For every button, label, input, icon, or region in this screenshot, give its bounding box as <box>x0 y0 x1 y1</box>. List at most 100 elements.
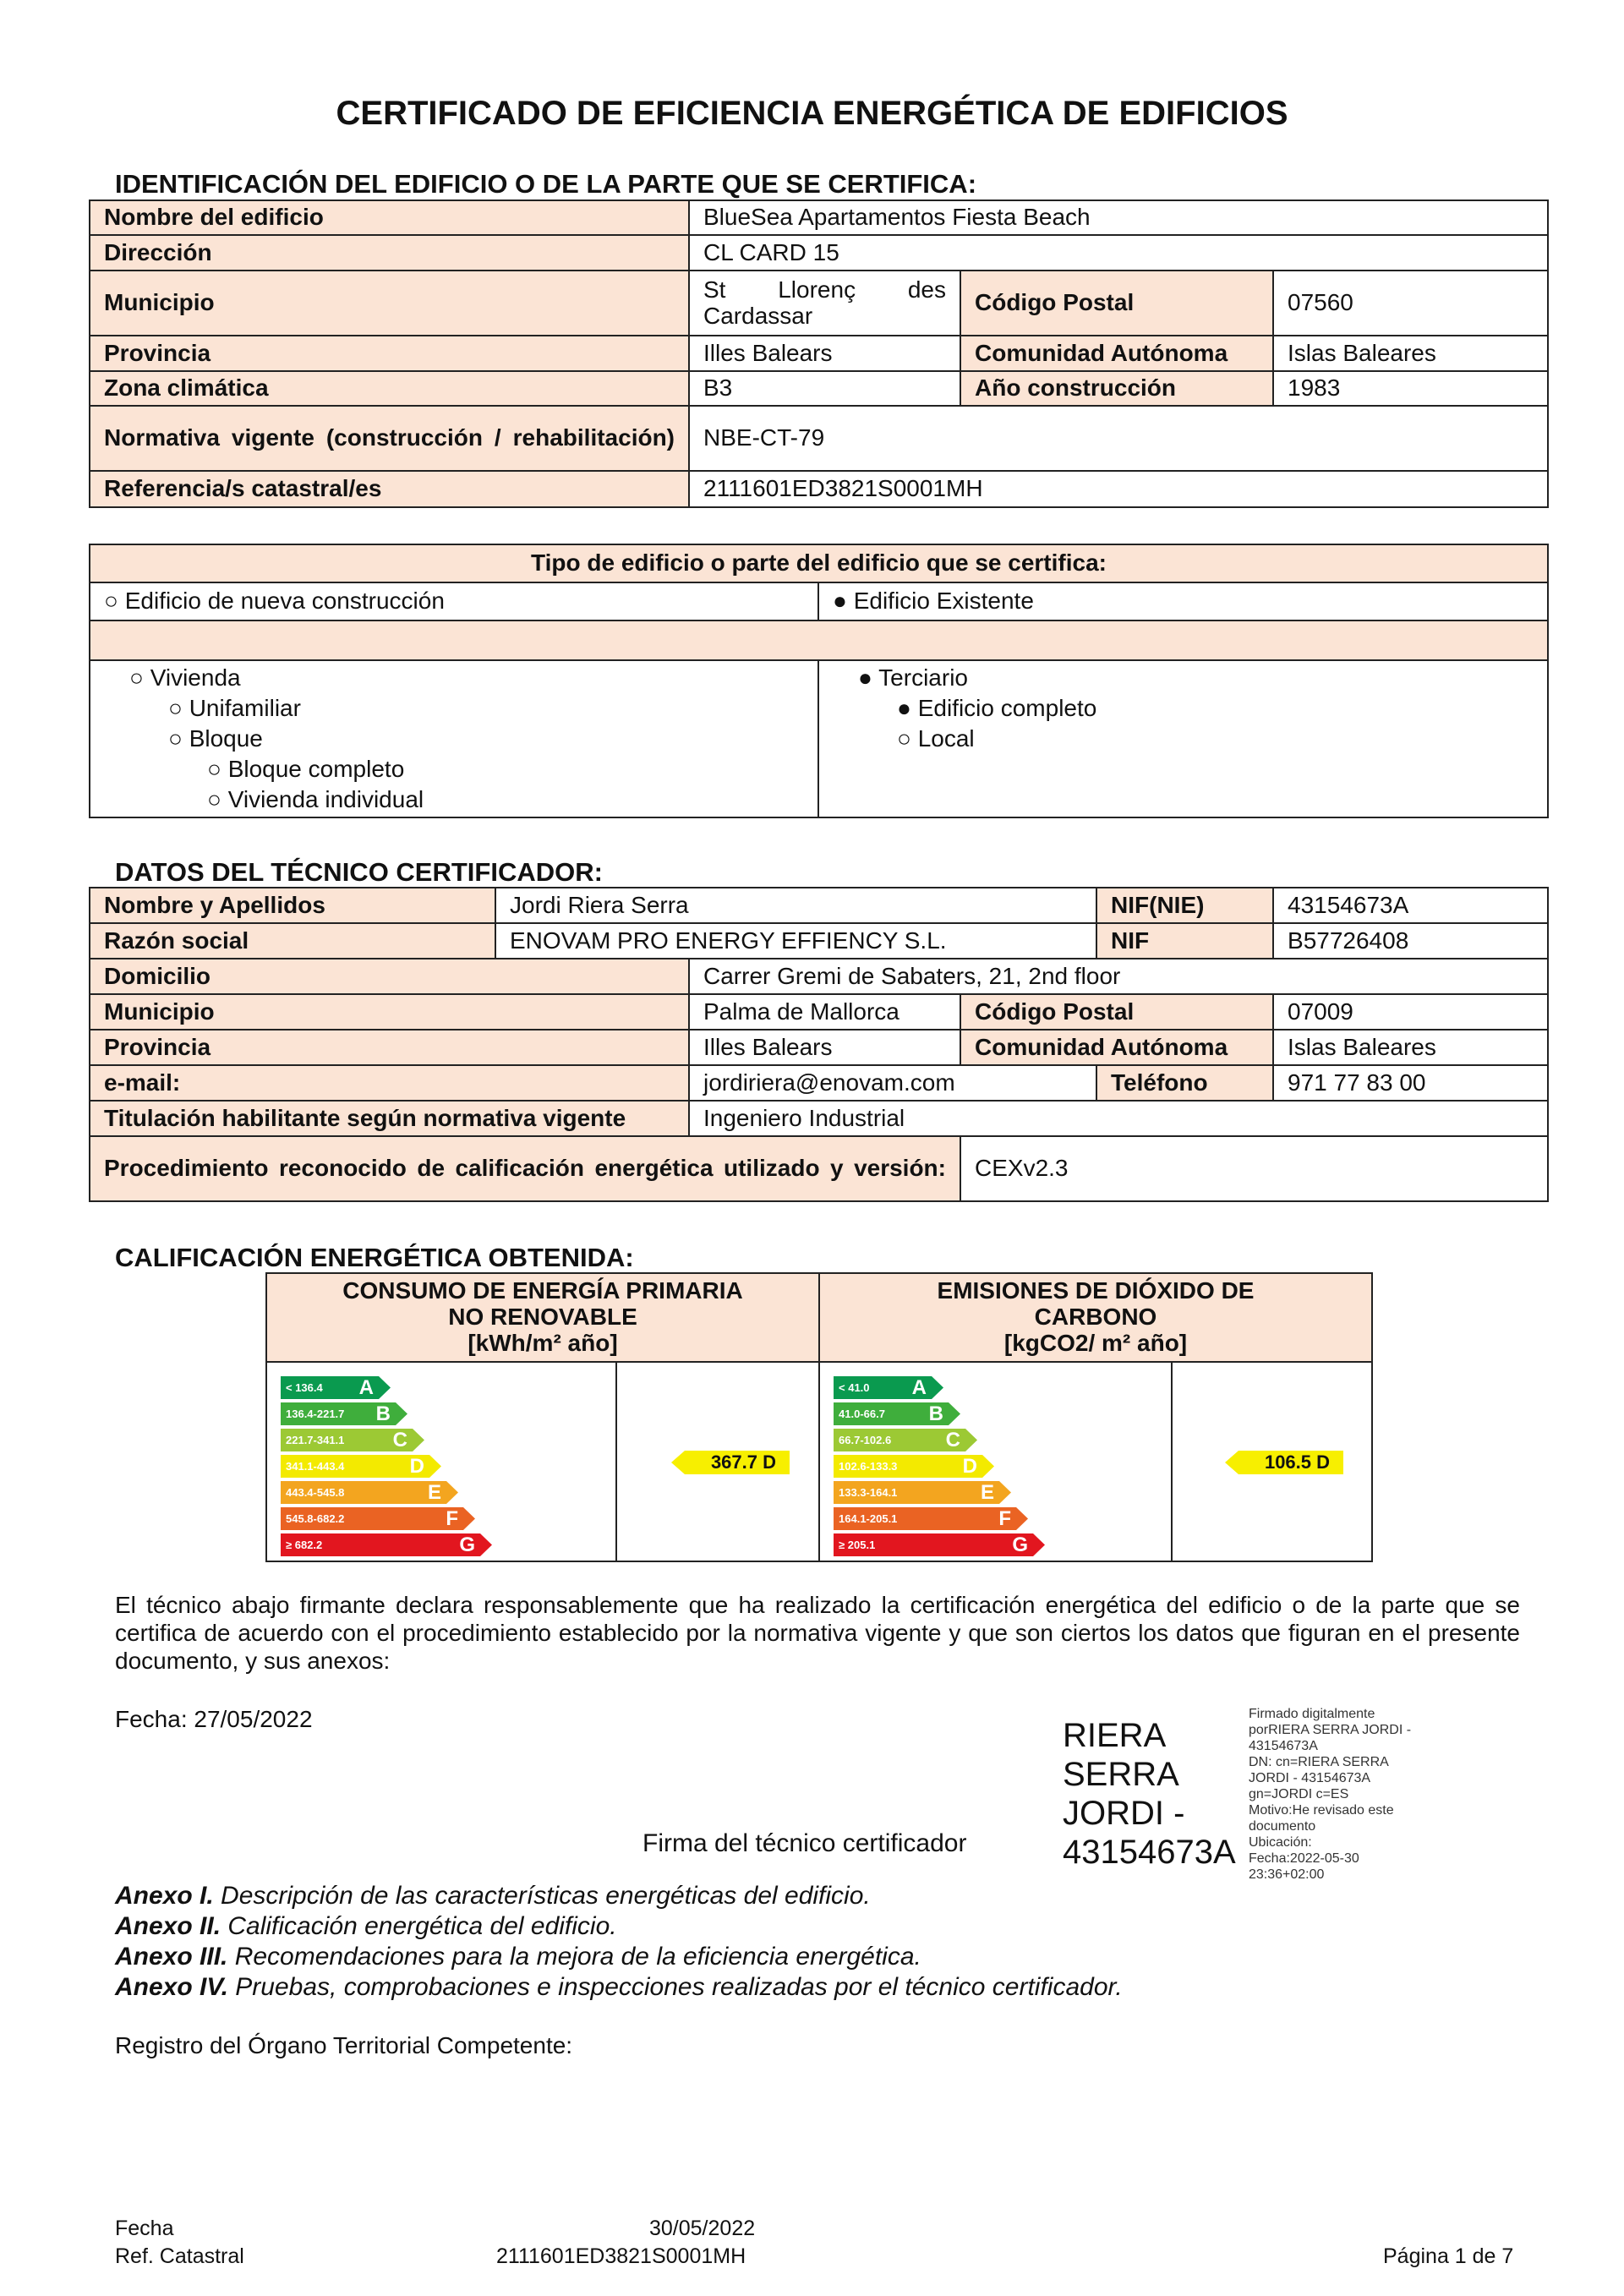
label: Domicilio <box>89 958 690 995</box>
consumo-unit: [kWh/m² año] <box>468 1329 618 1356</box>
rating-letter: B <box>375 1402 391 1425</box>
rating-letter: F <box>446 1507 458 1530</box>
rating-range: 136.4-221.7 <box>286 1408 345 1420</box>
tech-municipality: Palma de Mallorca <box>688 993 961 1030</box>
tech-degree: Ingeniero Industrial <box>687 1100 1550 1137</box>
option-terciario: ● Terciario <box>858 664 968 691</box>
annex-text: Recomendaciones para la mejora de la efi… <box>227 1943 921 1971</box>
stamp-line: porRIERA SERRA JORDI - <box>1249 1723 1412 1737</box>
label: Provincia <box>89 1029 690 1066</box>
spacer-row <box>89 620 1549 661</box>
annex-item: Anexo III. Recomendaciones para la mejor… <box>115 1943 921 1971</box>
label: Municipio <box>89 270 690 336</box>
signature-name-line: SERRA <box>1063 1756 1179 1793</box>
stamp-line: JORDI - 43154673A <box>1249 1771 1371 1785</box>
rating-bar-d: 341.1-443.4 D <box>281 1455 441 1478</box>
signature-name-line: 43154673A <box>1063 1834 1236 1871</box>
option-vivienda-individual: ○ Vivienda individual <box>207 786 424 812</box>
digital-signature-stamp: Firmado digitalmente porRIERA SERRA JORDI… <box>1249 1706 1411 1883</box>
signature-name-line: JORDI - <box>1063 1795 1185 1832</box>
stamp-line: Motivo:He revisado este <box>1249 1803 1394 1818</box>
rating-range: 545.8-682.2 <box>286 1512 345 1525</box>
rating-bar-b: 41.0-66.7 B <box>834 1402 960 1425</box>
stamp-line: Fecha:2022-05-30 <box>1249 1851 1359 1866</box>
rating-letter: G <box>459 1533 475 1556</box>
rating-range: < 136.4 <box>286 1381 323 1394</box>
emisiones-scale: < 41.0 A 41.0-66.7 B 66.7-102.6 C 102.6-133.3 D… <box>818 1361 1173 1562</box>
consumo-scale: < 136.4 A 136.4-221.7 B 221.7-341.1 C 341.1-44… <box>265 1361 617 1562</box>
annex-item: Anexo II. Calificación energética del ed… <box>115 1912 617 1941</box>
tech-address: Carrer Gremi de Sabaters, 21, 2nd floor <box>687 958 1550 995</box>
label: NIF(NIE) <box>1096 887 1275 924</box>
company-name: ENOVAM PRO ENERGY EFFIENCY S.L. <box>494 922 1098 959</box>
rating-bar-a: < 41.0 A <box>834 1376 943 1399</box>
rating-bar-e: 443.4-545.8 E <box>281 1481 458 1504</box>
label: Procedimiento reconocido de calificación… <box>89 1135 961 1202</box>
climate-zone: B3 <box>688 370 961 407</box>
label: Teléfono <box>1096 1064 1275 1102</box>
building-id-table: Nombre del edificio BlueSea Apartamentos … <box>89 200 1549 508</box>
annex-key: Anexo IV. <box>115 1973 228 2001</box>
tech-email: jordiriera@enovam.com <box>687 1064 1098 1102</box>
annex-text: Descripción de las características energ… <box>213 1882 871 1910</box>
rating-range: 443.4-545.8 <box>286 1486 345 1499</box>
option-edificio-completo: ● Edificio completo <box>897 695 1097 721</box>
stamp-line: Firmado digitalmente <box>1249 1707 1375 1721</box>
rating-letter: C <box>392 1429 407 1451</box>
label: Referencia/s catastral/es <box>89 470 690 508</box>
label: Provincia <box>89 335 690 372</box>
rating-range: 102.6-133.3 <box>839 1460 898 1473</box>
rating-range: 41.0-66.7 <box>839 1408 885 1420</box>
company-nif: B57726408 <box>1272 922 1550 959</box>
postal-code: 07560 <box>1272 270 1549 336</box>
label: Nombre y Apellidos <box>89 887 496 924</box>
rating-letter: A <box>358 1376 374 1399</box>
footer-date-label: Fecha <box>115 2217 174 2240</box>
tech-province: Illes Balears <box>688 1029 961 1066</box>
signature-date: Fecha: 27/05/2022 <box>115 1706 313 1732</box>
rating-letter: F <box>998 1507 1012 1530</box>
footer-date: 30/05/2022 <box>649 2217 756 2240</box>
municipality: St Llorenç des Cardassar <box>688 270 961 336</box>
tech-postal-code: 07009 <box>1272 993 1550 1030</box>
rating-bar-f: 545.8-682.2 F <box>281 1507 475 1530</box>
label: Razón social <box>89 922 496 959</box>
type-heading: Tipo de edificio o parte del edificio qu… <box>89 544 1549 583</box>
signature-label: Firma del técnico certificador <box>642 1829 967 1857</box>
section-tecnico-heading: DATOS DEL TÉCNICO CERTIFICADOR: <box>115 857 603 887</box>
consumo-header: CONSUMO DE ENERGÍA PRIMARIA NO RENOVABLE <box>342 1277 743 1331</box>
building-name: BlueSea Apartamentos Fiesta Beach <box>688 200 1549 236</box>
rating-bar-b: 136.4-221.7 B <box>281 1402 407 1425</box>
annex-key: Anexo I. <box>115 1882 214 1910</box>
label: Comunidad Autónoma <box>959 1029 1275 1066</box>
emisiones-unit: [kgCO2/ m² año] <box>1003 1329 1188 1356</box>
regulation: NBE-CT-79 <box>688 405 1549 472</box>
rating-range: 164.1-205.1 <box>839 1512 898 1525</box>
option-unifamiliar: ○ Unifamiliar <box>168 695 301 721</box>
rating-bar-c: 221.7-341.1 C <box>281 1429 424 1451</box>
stamp-line: Ubicación: <box>1249 1835 1312 1850</box>
option-existente: ● Edificio Existente <box>817 582 1549 621</box>
label: Titulación habilitante según normativa v… <box>89 1100 690 1137</box>
consumo-value-arrow: 367.7 D <box>671 1451 790 1474</box>
rating-bar-d: 102.6-133.3 D <box>834 1455 994 1478</box>
rating-letter: D <box>409 1455 424 1478</box>
signature-name-line: RIERA <box>1063 1717 1167 1754</box>
page-number: Página 1 de 7 <box>1383 2244 1514 2268</box>
label: NIF <box>1096 922 1275 959</box>
rating-letter: E <box>427 1481 441 1504</box>
building-type-table: Tipo de edificio o parte del edificio qu… <box>89 544 1549 818</box>
option-bloque-completo: ○ Bloque completo <box>207 756 405 782</box>
construction-year: 1983 <box>1272 370 1549 407</box>
rating-letter: A <box>911 1376 927 1399</box>
annex-item: Anexo I. Descripción de las característi… <box>115 1882 871 1911</box>
section-calificacion-heading: CALIFICACIÓN ENERGÉTICA OBTENIDA: <box>115 1243 634 1272</box>
annex-text: Pruebas, comprobaciones e inspecciones r… <box>227 1973 1123 2001</box>
annex-text: Calificación energética del edificio. <box>221 1912 617 1940</box>
registry-label: Registro del Órgano Territorial Competen… <box>115 2032 573 2058</box>
procedure-version: CEXv2.3 <box>959 1135 1550 1202</box>
section-identificacion-heading: IDENTIFICACIÓN DEL EDIFICIO O DE LA PART… <box>115 169 977 199</box>
label: Nombre del edificio <box>89 200 690 236</box>
label: Código Postal <box>959 993 1275 1030</box>
tech-region: Islas Baleares <box>1272 1029 1550 1066</box>
